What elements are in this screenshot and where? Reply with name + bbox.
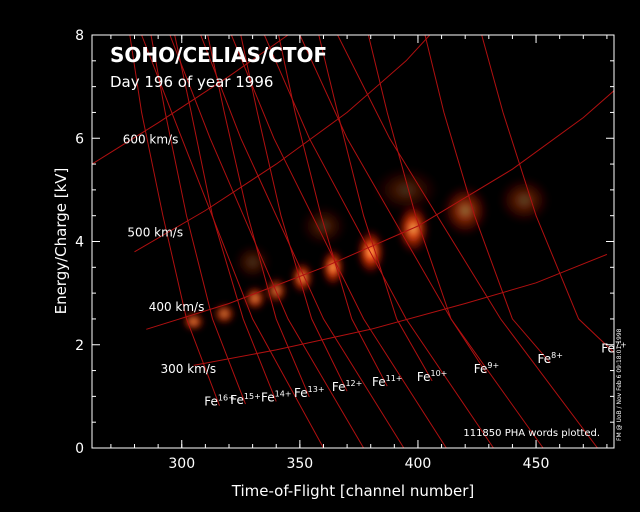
ion-element: Fe <box>294 386 308 400</box>
tof-guide-line <box>337 35 598 448</box>
ion-label: Fe12+ <box>332 379 363 394</box>
y-tick-label: 4 <box>75 235 84 251</box>
grid-layer <box>92 35 614 448</box>
intensity-blob <box>321 247 345 287</box>
y-tick-label: 0 <box>75 441 84 457</box>
ion-element: Fe <box>372 375 386 389</box>
ion-element: Fe <box>474 362 488 376</box>
intensity-blob <box>373 166 440 214</box>
velocity-label: 400 km/s <box>149 300 205 314</box>
tof-guide-line <box>230 35 447 448</box>
charge-state-line <box>207 35 310 398</box>
intensity-blob <box>243 285 267 312</box>
ion-element: Fe <box>332 380 346 394</box>
y-axis-label: Energy/Charge [kV] <box>52 168 70 315</box>
ion-charge: 9+ <box>487 361 499 370</box>
chart-subtitle: Day 196 of year 1996 <box>110 73 273 91</box>
charge-state-line <box>150 35 246 405</box>
ion-element: Fe <box>538 352 552 366</box>
y-tick-label: 6 <box>75 131 84 147</box>
x-tick-label: 400 <box>405 456 432 472</box>
velocity-label: 600 km/s <box>123 132 179 146</box>
y-tick-label: 2 <box>75 338 84 354</box>
ion-element: Fe <box>204 395 218 409</box>
ion-label: Fe14+ <box>261 390 292 405</box>
y-tick-label: 8 <box>75 28 84 44</box>
tof-guide-line <box>263 35 494 448</box>
x-tick-label: 300 <box>168 456 195 472</box>
tof-guide-line <box>200 35 405 448</box>
ion-element: Fe <box>417 370 431 384</box>
ion-charge: 10+ <box>431 369 448 378</box>
intensity-blob <box>212 302 237 326</box>
ion-label: Fe15+ <box>230 392 261 407</box>
tof-guide-line <box>299 35 544 448</box>
ion-label: Fe9+ <box>474 361 499 376</box>
ion-label: Fe13+ <box>294 385 325 400</box>
ion-label: Fe11+ <box>372 374 403 389</box>
chart-title: SOHO/CELIAS/CTOF <box>110 43 327 67</box>
charge-state-line <box>278 35 388 387</box>
tof-guide-line <box>141 35 324 448</box>
ion-charge: 13+ <box>308 385 325 394</box>
intensity-blob <box>290 261 315 295</box>
x-axis-label: Time-of-Flight [channel number] <box>231 482 474 500</box>
intensity-blob <box>233 244 272 281</box>
ion-charge: 16+ <box>218 394 235 403</box>
pha-word-count-note: 111850 PHA words plotted. <box>463 428 600 439</box>
intensity-blob <box>299 205 348 247</box>
charge-state-line <box>367 35 487 374</box>
velocity-curve <box>193 253 608 366</box>
ion-label: Fe8+ <box>538 351 563 366</box>
intensity-blob <box>498 177 551 224</box>
charge-state-line <box>424 35 551 364</box>
charge-state-line <box>129 35 220 406</box>
instrument-credit: FM @ UoB / Nov Feb 6 09:18:01 1998 <box>616 328 623 441</box>
ion-charge: 12+ <box>345 379 362 388</box>
charge-state-line <box>318 35 433 382</box>
charge-state-line <box>481 35 614 353</box>
velocity-curve <box>134 35 431 253</box>
intensity-blob <box>441 184 489 237</box>
ion-element: Fe <box>261 391 275 405</box>
ion-charge: 8+ <box>551 351 563 360</box>
velocity-label: 500 km/s <box>127 225 183 239</box>
x-tick-label: 350 <box>286 456 313 472</box>
ion-element: Fe <box>601 341 615 355</box>
tof-guide-line <box>169 35 365 448</box>
ion-label: Fe10+ <box>417 369 448 384</box>
x-tick-label: 450 <box>523 456 550 472</box>
ion-charge: 15+ <box>244 392 261 401</box>
ion-label: Fe16+ <box>204 394 235 409</box>
charge-state-line <box>240 35 348 392</box>
velocity-curve <box>146 90 614 330</box>
ion-charge: 11+ <box>386 374 403 383</box>
ion-charge: 7+ <box>615 340 627 349</box>
ion-element: Fe <box>230 393 244 407</box>
ion-label: Fe7+ <box>601 340 626 355</box>
ion-charge: 14+ <box>275 390 292 399</box>
velocity-label: 300 km/s <box>160 362 216 376</box>
axes-layer: 300 350 400 450 0 2 4 6 8 <box>75 28 614 472</box>
velocity-curve <box>92 35 289 165</box>
